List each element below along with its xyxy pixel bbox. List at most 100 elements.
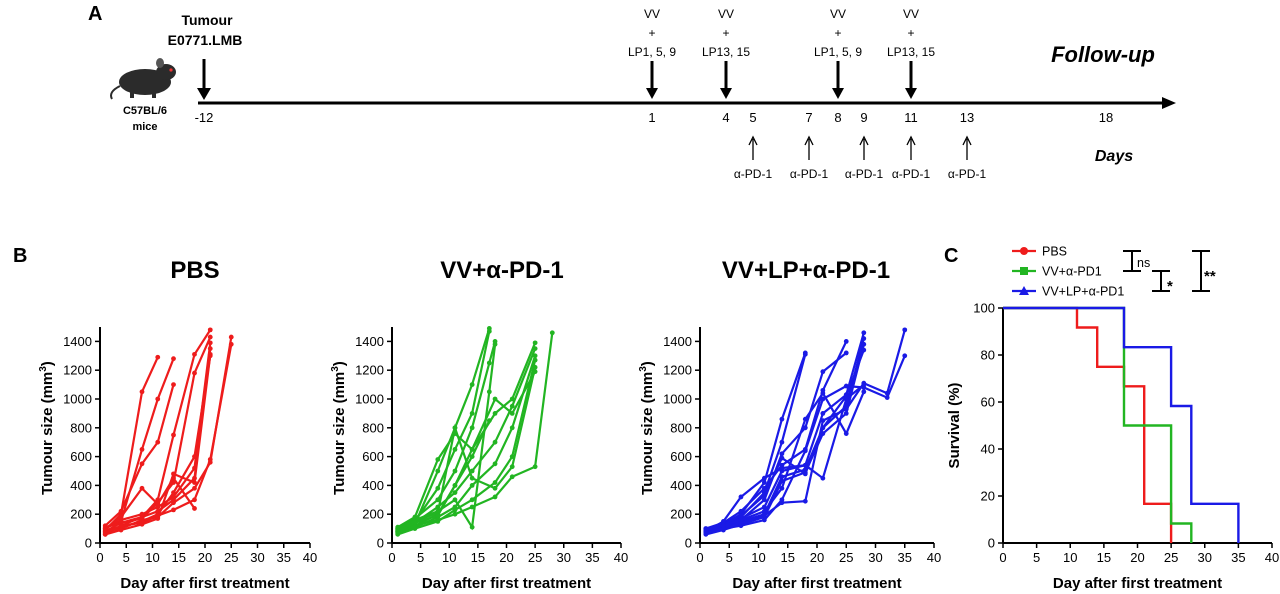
treatment-arrow-head [720,88,732,99]
data-point [469,425,475,431]
timeline-day-label: 18 [1099,110,1113,125]
treatment-plus-label: + [834,26,841,40]
data-point [155,501,161,507]
x-tick-label: 40 [303,550,317,565]
chart-vv-lp-apd1: 0 5 10 15 20 25 30 35 40020040060080010001200140… [638,257,941,592]
data-point [843,339,849,344]
treatment-vv-label: VV [718,7,734,21]
data-point [820,390,826,396]
chart-title: PBS [170,257,219,284]
x-tick-label: 30 [1198,550,1212,565]
data-point [779,455,785,461]
data-point [532,357,538,363]
data-point [820,369,826,375]
y-tick-label: 800 [70,420,92,435]
legend-label: VV+LP+α-PD1 [1042,285,1124,299]
data-point [452,490,458,495]
data-point [192,497,197,503]
data-point [861,347,867,353]
tumour-line-label: E0771.LMB [168,32,243,48]
data-point [549,330,555,336]
data-point [207,334,213,340]
data-point [171,490,176,495]
data-point [192,485,197,491]
data-point [738,523,744,529]
data-point [412,520,418,526]
x-tick-label: 15 [172,550,186,565]
timeline-arrow-head [1162,97,1176,109]
y-tick-label: 1400 [355,334,384,349]
data-point [435,485,441,491]
data-point [118,523,124,529]
timeline-day-ticks: -12 1 4 5 7 8 9 11 13 18 [195,110,1114,125]
x-tick-label: 10 [751,550,765,565]
y-axis-title: Tumour size (mm3) [638,361,656,495]
data-point [779,465,785,471]
data-point [861,341,867,347]
follow-up-label: Follow-up [1051,42,1155,67]
legend-label: VV+α-PD1 [1042,265,1102,279]
chart-pbs: 0 5 10 15 20 25 30 35 40020040060080010001200140… [38,257,317,592]
y-tick-label: 1000 [355,392,384,407]
data-point [228,341,234,347]
x-tick-label: 0 [96,550,103,565]
y-tick-label: 1200 [355,363,384,378]
data-point [492,485,498,491]
x-tick-label: 10 [145,550,159,565]
treatment-vv-label: VV [644,7,660,21]
data-point [861,382,867,387]
data-point [139,461,145,467]
data-point [843,406,849,412]
data-point [469,524,475,530]
treatment-arrow-head [832,88,844,99]
data-point [721,519,726,524]
data-point [861,330,867,336]
treatment-vv-label: VV [830,7,846,21]
data-point [207,346,213,351]
data-point [843,383,849,389]
data-point [779,439,785,445]
data-point [118,527,124,533]
x-tick-label: 5 [726,550,733,565]
data-point [802,498,808,504]
y-axis-title: Tumour size (mm3) [38,361,56,495]
x-tick-label: 5 [1033,550,1040,565]
data-point [486,360,492,366]
data-point [171,432,176,438]
y-tick-label: 0 [377,536,384,551]
x-tick-label: 20 [810,550,824,565]
x-tick-label: 25 [1164,550,1178,565]
legend-label: PBS [1042,245,1067,259]
survival-curve [1003,306,1240,543]
data-point [452,468,458,474]
chart-title: VV+LP+α-PD-1 [722,257,890,284]
data-point [469,382,475,387]
data-point [779,497,785,503]
x-tick-label: 35 [585,550,599,565]
significance-label: * [1167,278,1173,295]
x-tick-label: 40 [1265,550,1279,565]
treatment-arrow-head [646,88,658,99]
data-point [843,431,849,436]
data-point [761,485,767,491]
x-tick-label: 40 [614,550,628,565]
y-tick-label: 0 [685,536,692,551]
data-point [761,497,767,503]
data-point [155,516,161,521]
legend-marker [1020,267,1028,275]
data-point [820,411,826,416]
data-point [779,485,785,491]
tumour-label: Tumour [181,12,233,28]
data-point [843,411,849,416]
y-tick-label: 400 [670,478,692,493]
tumour-arrow-head [197,88,211,100]
growth-curve [104,344,233,534]
data-point [192,480,197,485]
treatment-plus-label: + [907,26,914,40]
growth-curve [104,476,196,530]
data-point [102,531,108,537]
data-point [532,353,538,359]
data-point [532,346,538,351]
x-tick-label: 40 [927,550,941,565]
y-tick-label: 0 [988,536,995,551]
